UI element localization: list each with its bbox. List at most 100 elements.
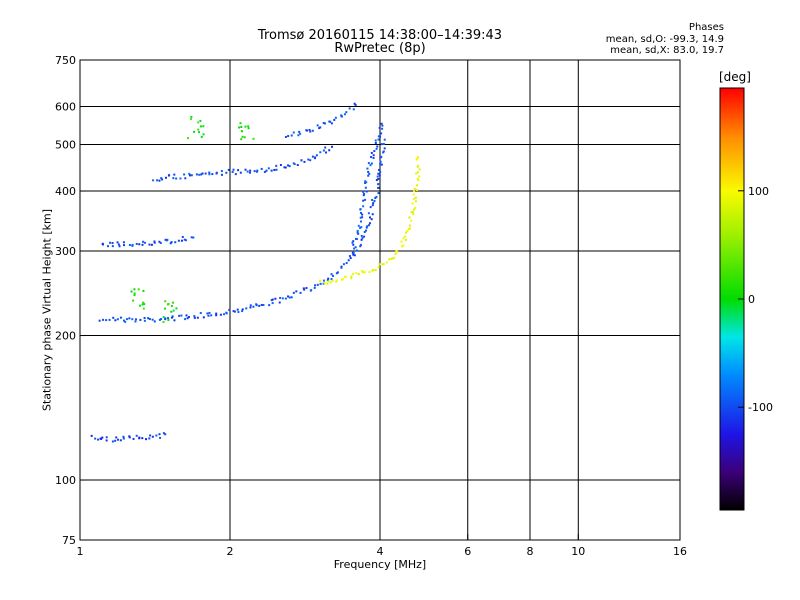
data-point bbox=[240, 130, 243, 133]
data-point bbox=[109, 241, 112, 244]
data-point bbox=[324, 146, 327, 149]
data-point bbox=[380, 132, 383, 135]
data-point bbox=[101, 242, 104, 245]
data-point bbox=[323, 122, 326, 125]
data-point bbox=[391, 257, 394, 260]
data-point bbox=[160, 318, 163, 321]
data-point bbox=[303, 160, 306, 163]
data-point bbox=[192, 236, 195, 239]
data-point bbox=[362, 199, 365, 202]
data-point bbox=[329, 120, 332, 123]
data-point bbox=[263, 170, 266, 173]
data-point bbox=[198, 173, 201, 176]
data-point bbox=[316, 124, 319, 127]
data-point bbox=[352, 243, 355, 246]
data-point bbox=[361, 237, 364, 240]
data-point bbox=[374, 269, 377, 272]
data-point bbox=[322, 282, 325, 285]
data-point bbox=[318, 279, 321, 282]
data-point bbox=[153, 320, 156, 323]
data-point bbox=[379, 162, 382, 165]
data-point bbox=[362, 194, 365, 197]
data-point bbox=[204, 172, 207, 175]
data-point bbox=[287, 295, 290, 298]
data-point bbox=[175, 307, 178, 310]
data-point bbox=[414, 206, 417, 209]
data-point bbox=[335, 272, 338, 275]
data-point bbox=[188, 172, 191, 175]
data-point bbox=[360, 238, 363, 241]
data-point bbox=[410, 211, 413, 214]
data-point bbox=[373, 150, 376, 153]
data-point bbox=[151, 318, 154, 321]
data-point bbox=[143, 303, 146, 306]
data-point bbox=[132, 299, 135, 302]
data-point bbox=[175, 177, 178, 180]
data-point bbox=[357, 224, 360, 227]
data-point bbox=[199, 119, 202, 122]
data-point bbox=[383, 138, 386, 141]
data-point bbox=[268, 304, 271, 307]
data-point bbox=[350, 277, 353, 280]
data-point bbox=[241, 308, 244, 311]
data-point bbox=[195, 173, 198, 176]
data-point bbox=[225, 311, 228, 314]
data-point bbox=[370, 162, 373, 165]
data-point bbox=[153, 240, 156, 243]
data-point bbox=[359, 226, 362, 229]
data-point bbox=[354, 103, 357, 106]
data-point bbox=[215, 312, 218, 315]
data-point bbox=[198, 131, 201, 134]
data-point bbox=[122, 241, 125, 244]
data-point bbox=[371, 213, 374, 216]
data-point bbox=[215, 314, 218, 317]
data-point bbox=[307, 158, 310, 161]
data-point bbox=[373, 200, 376, 203]
data-point bbox=[197, 121, 200, 124]
data-point bbox=[326, 279, 329, 282]
data-point bbox=[232, 168, 235, 171]
data-point bbox=[179, 177, 182, 180]
x-tick-label: 4 bbox=[377, 545, 384, 558]
data-point bbox=[349, 257, 352, 260]
data-point bbox=[133, 288, 136, 291]
data-point bbox=[375, 147, 378, 150]
data-point bbox=[97, 438, 100, 441]
data-point bbox=[177, 239, 180, 242]
data-point bbox=[108, 318, 111, 321]
data-point bbox=[412, 211, 415, 214]
colorbar-tick-label: 0 bbox=[748, 293, 755, 306]
data-point bbox=[364, 180, 367, 183]
data-point bbox=[375, 179, 378, 182]
data-point bbox=[413, 187, 416, 190]
x-tick-label: 2 bbox=[227, 545, 234, 558]
data-point bbox=[159, 241, 162, 244]
data-point bbox=[116, 318, 119, 321]
data-point bbox=[378, 168, 381, 171]
data-point bbox=[385, 261, 388, 264]
data-point bbox=[377, 138, 380, 141]
data-point bbox=[215, 171, 218, 174]
data-point bbox=[327, 277, 330, 280]
data-point bbox=[193, 130, 196, 133]
data-point bbox=[260, 167, 263, 170]
data-point bbox=[170, 310, 173, 313]
data-point bbox=[380, 155, 383, 158]
data-point bbox=[142, 301, 145, 304]
data-point bbox=[288, 165, 291, 168]
data-point bbox=[231, 170, 234, 173]
data-point bbox=[322, 121, 325, 124]
data-point bbox=[173, 173, 176, 176]
data-point bbox=[353, 247, 356, 250]
data-point bbox=[278, 301, 281, 304]
data-point bbox=[292, 291, 295, 294]
data-point bbox=[184, 318, 187, 321]
data-point bbox=[147, 317, 150, 320]
data-point bbox=[418, 175, 421, 178]
y-tick-label: 400 bbox=[55, 185, 76, 198]
data-point bbox=[415, 157, 418, 160]
data-point bbox=[345, 111, 348, 114]
data-point bbox=[360, 234, 363, 237]
data-point bbox=[305, 287, 308, 290]
data-point bbox=[377, 135, 380, 138]
